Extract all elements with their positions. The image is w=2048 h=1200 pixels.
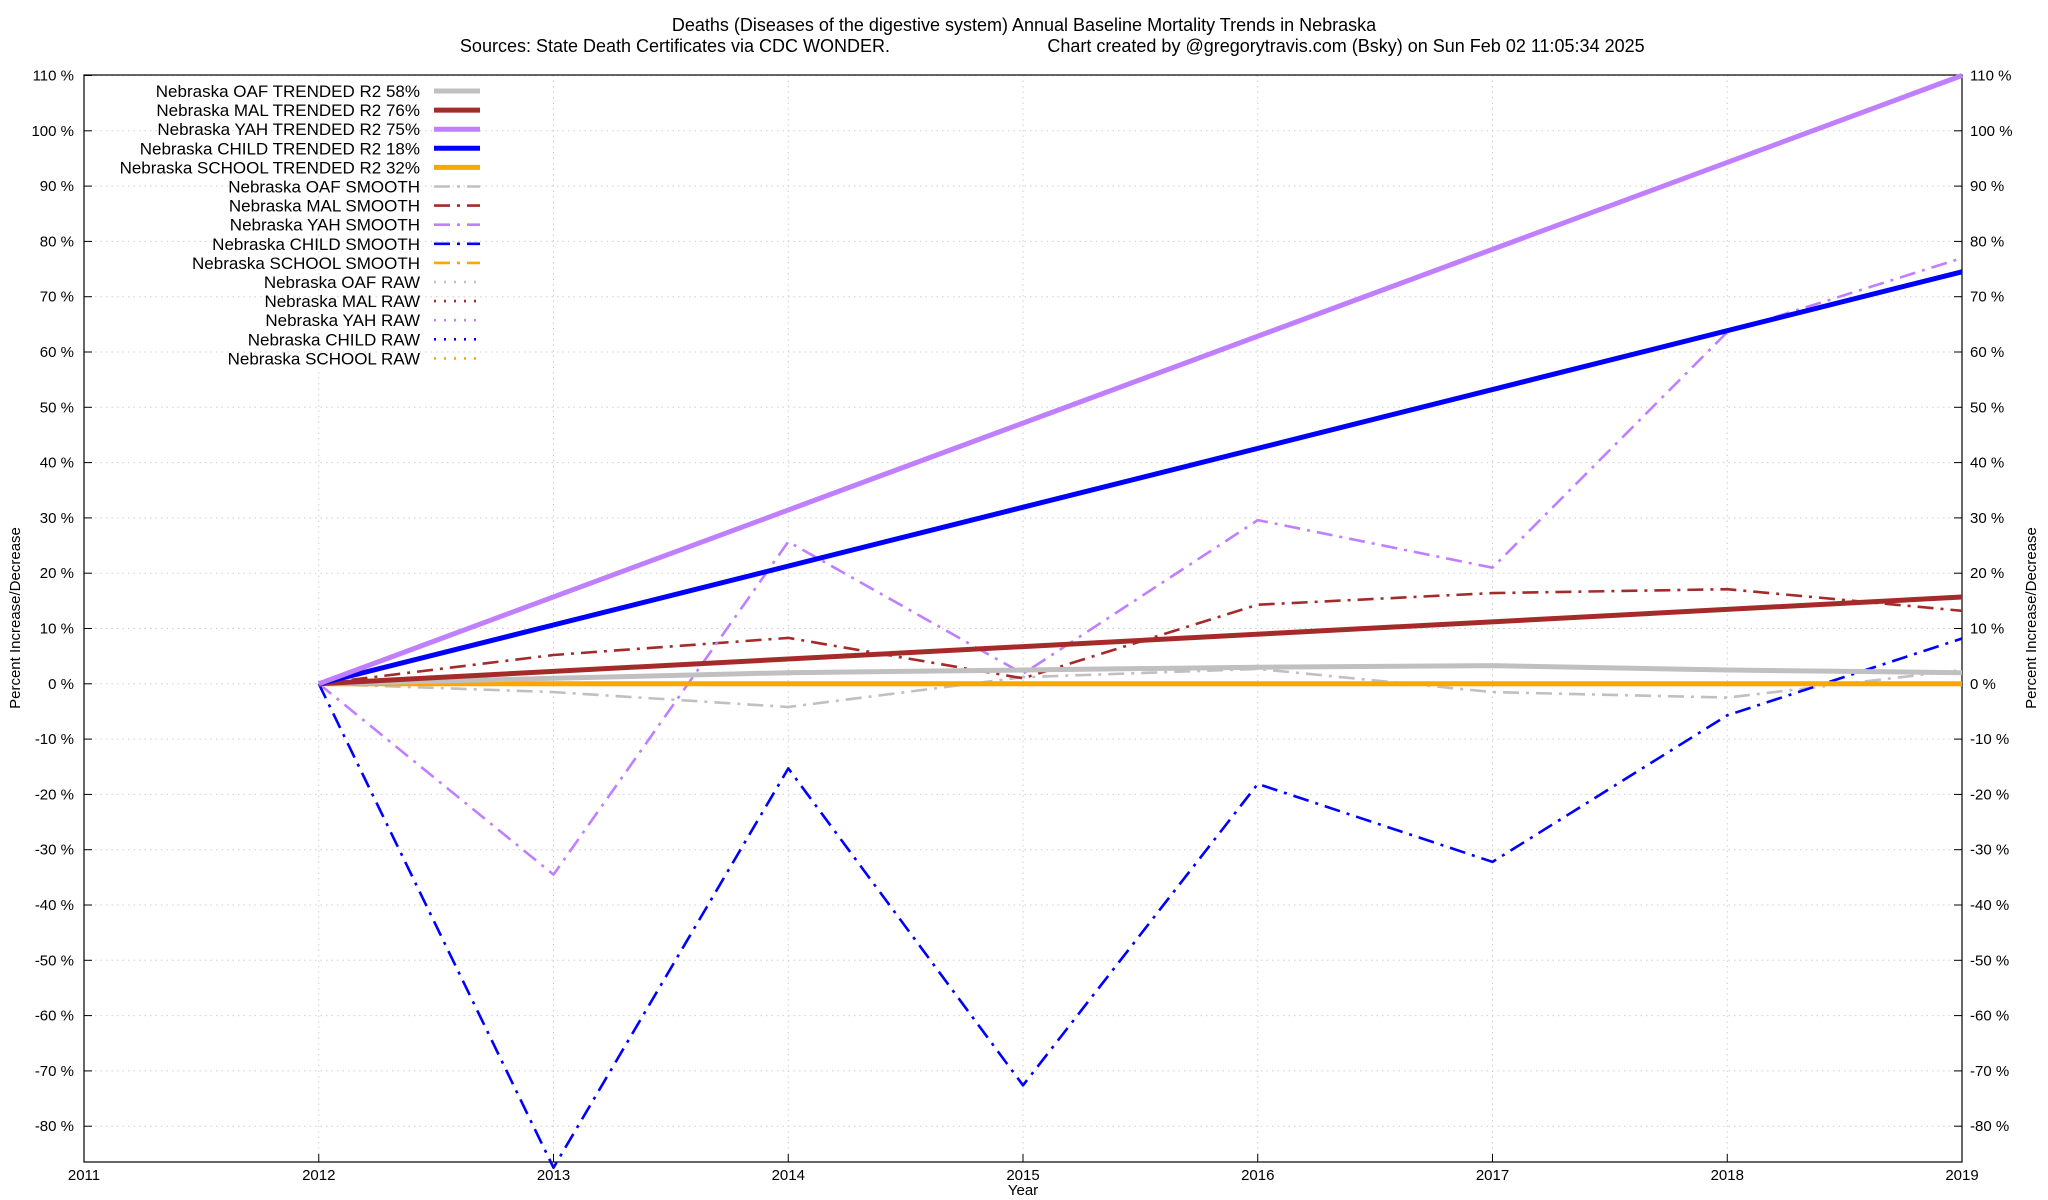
x-tick-label: 2011 [68, 1167, 100, 1184]
y-tick-label-right: 30 % [1970, 510, 2004, 527]
legend-label: Nebraska MAL SMOOTH [229, 197, 420, 216]
y-tick-label-left: 20 % [40, 565, 74, 582]
y-tick-label-left: 10 % [40, 621, 74, 638]
y-tick-label-right: -50 % [1970, 952, 2009, 969]
y-tick-label-right: -20 % [1970, 786, 2009, 803]
legend-label: Nebraska YAH RAW [265, 311, 420, 330]
y-tick-label-left: 90 % [40, 178, 74, 195]
legend-label: Nebraska OAF SMOOTH [228, 178, 420, 197]
y-tick-label-left: 60 % [40, 344, 74, 361]
y-tick-label-right: -60 % [1970, 1008, 2009, 1025]
legend: Nebraska OAF TRENDED R2 58%Nebraska MAL … [120, 82, 480, 368]
y-tick-label-right: 0 % [1970, 676, 1996, 693]
y-tick-label-right: 80 % [1970, 233, 2004, 250]
y-tick-label-left: 100 % [31, 123, 74, 140]
legend-label: Nebraska CHILD TRENDED R2 18% [140, 139, 420, 158]
x-tick-label: 2019 [1945, 1167, 1978, 1184]
x-tick-label: 2015 [1006, 1167, 1039, 1184]
grid [83, 75, 1963, 1162]
y-axis-label-right: Percent Increase/Decrease [2023, 527, 2040, 709]
x-tick-label: 2018 [1711, 1167, 1744, 1184]
x-tick-label: 2014 [772, 1167, 805, 1184]
series-line-nebraska-oaf-smooth [318, 667, 1963, 709]
y-axis-label-left: Percent Increase/Decrease [7, 527, 24, 709]
y-tick-label-left: -40 % [35, 897, 74, 914]
y-tick-label-left: -50 % [35, 952, 74, 969]
series-line-nebraska-mal-trended-r2-76 [318, 594, 1963, 687]
series-line-nebraska-child-trended-r2-18 [318, 269, 1963, 687]
legend-label: Nebraska SCHOOL SMOOTH [192, 254, 420, 273]
y-tick-label-left: 80 % [40, 233, 74, 250]
legend-label: Nebraska MAL TRENDED R2 76% [156, 101, 420, 120]
y-tick-label-right: -10 % [1970, 731, 2009, 748]
y-tick-label-left: -70 % [35, 1063, 74, 1080]
y-tick-label-right: -40 % [1970, 897, 2009, 914]
legend-label: Nebraska YAH TRENDED R2 75% [157, 120, 420, 139]
y-tick-label-left: -30 % [35, 842, 74, 859]
legend-label: Nebraska CHILD SMOOTH [212, 235, 420, 254]
legend-label: Nebraska YAH SMOOTH [230, 216, 420, 235]
y-tick-label-right: 10 % [1970, 621, 2004, 638]
y-tick-label-left: 70 % [40, 289, 74, 306]
y-tick-label-right: -30 % [1970, 842, 2009, 859]
legend-label: Nebraska SCHOOL TRENDED R2 32% [120, 158, 420, 177]
legend-label: Nebraska OAF RAW [264, 273, 420, 292]
y-tick-label-left: 50 % [40, 399, 74, 416]
plot-frame [83, 74, 1963, 1163]
x-axis-label: Year [1008, 1182, 1038, 1199]
y-tick-label-right: 90 % [1970, 178, 2004, 195]
chart-subtitle-right: Chart created by @gregorytravis.com (Bsk… [1047, 36, 1644, 56]
x-tick-label: 2016 [1241, 1167, 1274, 1184]
y-tick-label-right: -80 % [1970, 1118, 2009, 1135]
legend-label: Nebraska CHILD RAW [248, 330, 420, 349]
x-tick-label: 2013 [537, 1167, 570, 1184]
x-tick-label: 2017 [1476, 1167, 1509, 1184]
y-tick-label-left: 40 % [40, 455, 74, 472]
y-tick-label-right: 40 % [1970, 455, 2004, 472]
series-line-nebraska-yah-trended-r2-75 [317, 73, 1963, 687]
y-tick-label-left: 30 % [40, 510, 74, 527]
legend-label: Nebraska MAL RAW [264, 292, 420, 311]
legend-label: Nebraska OAF TRENDED R2 58% [156, 82, 420, 101]
y-tick-label-right: 20 % [1970, 565, 2004, 582]
y-tick-label-left: 0 % [48, 676, 74, 693]
series-line-nebraska-oaf-trended-r2-58 [318, 663, 1963, 687]
y-tick-label-right: 60 % [1970, 344, 2004, 361]
y-tick-label-left: -60 % [35, 1008, 74, 1025]
series-line-nebraska-yah-smooth [317, 256, 1963, 876]
y-tick-label-left: 110 % [33, 68, 74, 85]
y-tick-label-right: 70 % [1970, 289, 2004, 306]
y-tick-label-left: -20 % [35, 786, 74, 803]
y-tick-label-right: 50 % [1970, 399, 2004, 416]
x-tick-label: 2012 [302, 1167, 335, 1184]
chart-title: Deaths (Diseases of the digestive system… [672, 15, 1377, 35]
y-tick-label-right: -70 % [1970, 1063, 2009, 1080]
series-lines [317, 73, 1963, 1169]
legend-label: Nebraska SCHOOL RAW [228, 349, 420, 368]
y-tick-label-right: 100 % [1970, 123, 2013, 140]
tick-labels: 2011 2012 2013 2014 2015 2016 2017 2018 2019 110 … [31, 68, 2012, 1185]
y-tick-label-left: -10 % [35, 731, 74, 748]
y-tick-label-left: -80 % [35, 1118, 74, 1135]
chart-subtitle-left: Sources: State Death Certificates via CD… [460, 36, 890, 56]
y-tick-label-right: 110 % [1970, 68, 2011, 85]
series-line-nebraska-child-smooth [317, 637, 1963, 1169]
